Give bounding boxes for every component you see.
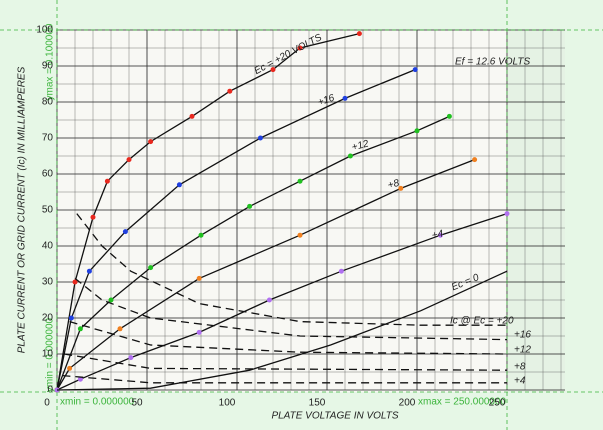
y-tick-label: 0 bbox=[47, 385, 53, 396]
series-label: +12 bbox=[514, 345, 531, 356]
x-axis-label: PLATE VOLTAGE IN VOLTS bbox=[271, 411, 398, 422]
plot-paper bbox=[57, 30, 565, 392]
series-line bbox=[74, 277, 508, 341]
point bbox=[126, 157, 132, 163]
point bbox=[414, 128, 420, 134]
series-line bbox=[56, 212, 508, 391]
point bbox=[437, 232, 443, 238]
point bbox=[270, 67, 276, 73]
x-tick-label: 250 bbox=[489, 398, 506, 409]
annotation: Ef = 12.6 VOLTS bbox=[455, 57, 530, 68]
point bbox=[148, 139, 154, 145]
point bbox=[128, 355, 134, 361]
point bbox=[266, 297, 272, 303]
point bbox=[77, 376, 83, 382]
x-tick-label: 100 bbox=[219, 398, 236, 409]
point bbox=[504, 211, 510, 217]
x-tick-label: 0 bbox=[44, 398, 50, 409]
y-tick-label: 70 bbox=[42, 133, 54, 144]
point bbox=[148, 265, 154, 271]
point bbox=[297, 232, 303, 238]
point bbox=[257, 135, 263, 141]
point bbox=[108, 297, 114, 303]
overlay-label: xmin = 0.000000 bbox=[60, 397, 135, 408]
overlay-label: xmax = 250.000000 bbox=[418, 397, 507, 408]
point bbox=[412, 67, 418, 73]
y-tick-label: 80 bbox=[42, 97, 54, 108]
point bbox=[472, 157, 478, 163]
point bbox=[77, 326, 83, 332]
y-tick-label: 10 bbox=[42, 349, 54, 360]
series-line bbox=[56, 115, 450, 391]
series-line bbox=[76, 213, 507, 326]
series-label: +4 bbox=[431, 228, 445, 241]
point bbox=[347, 153, 353, 159]
series-label: Ic @ Ec = +20 bbox=[450, 316, 514, 327]
point bbox=[90, 214, 96, 220]
point bbox=[338, 268, 344, 274]
point bbox=[104, 178, 110, 184]
point bbox=[72, 279, 78, 285]
point bbox=[196, 275, 202, 281]
x-tick-label: 50 bbox=[131, 398, 143, 409]
series-label: +4 bbox=[514, 376, 526, 387]
x-tick-label: 150 bbox=[309, 398, 326, 409]
point bbox=[68, 315, 74, 321]
series-label: +12 bbox=[351, 138, 371, 153]
series-line bbox=[56, 68, 416, 391]
point bbox=[356, 31, 362, 37]
point bbox=[117, 326, 123, 332]
point bbox=[189, 113, 195, 119]
y-tick-label: 30 bbox=[42, 277, 54, 288]
point bbox=[86, 268, 92, 274]
point bbox=[227, 88, 233, 94]
y-axis-label: PLATE CURRENT OR GRID CURRENT (Ic) IN MI… bbox=[17, 66, 28, 353]
series-line bbox=[64, 353, 508, 371]
point bbox=[398, 185, 404, 191]
point bbox=[342, 95, 348, 101]
y-tick-label: 50 bbox=[42, 205, 54, 216]
series-label: +16 bbox=[316, 93, 336, 109]
series-label: +8 bbox=[514, 362, 526, 373]
point bbox=[67, 365, 73, 371]
point bbox=[198, 232, 204, 238]
point bbox=[297, 178, 303, 184]
point bbox=[297, 45, 303, 51]
y-tick-label: 90 bbox=[42, 61, 54, 72]
point bbox=[446, 113, 452, 119]
x-tick-label: 200 bbox=[399, 398, 416, 409]
series-label: +8 bbox=[387, 178, 401, 192]
y-tick-label: 40 bbox=[42, 241, 54, 252]
series-line bbox=[56, 270, 508, 391]
point bbox=[176, 182, 182, 188]
series-line bbox=[62, 374, 507, 384]
point bbox=[122, 229, 128, 235]
series-label: +16 bbox=[514, 330, 531, 341]
point bbox=[247, 203, 253, 209]
point bbox=[196, 329, 202, 335]
overlay-label: ymin = 0.000000 bbox=[45, 317, 56, 392]
y-tick-label: 20 bbox=[42, 313, 54, 324]
extra-area bbox=[508, 30, 565, 392]
overlay-label: ymax = 0.100000 bbox=[45, 23, 56, 100]
series-line bbox=[69, 320, 508, 355]
y-tick-label: 60 bbox=[42, 169, 54, 180]
